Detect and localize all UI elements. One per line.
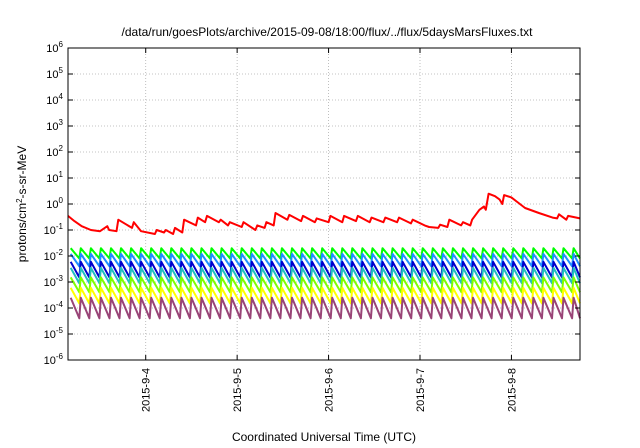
y-tick-label: 101 xyxy=(46,170,63,185)
y-tick-label: 104 xyxy=(46,92,63,107)
y-axis-label-sup: 2 xyxy=(15,198,24,203)
x-tick-label: 2015-9-8 xyxy=(506,368,518,412)
flux-series-6 xyxy=(69,286,581,305)
flux-series-1 xyxy=(69,247,581,260)
x-axis: 2015-9-4 2015-9-5 2015-9-6 2015-9-7 2015-9-8 xyxy=(141,48,518,412)
y-axis-label-base: protons/cm xyxy=(15,203,29,262)
y-tick-label: 10-5 xyxy=(44,326,64,341)
chart-title: /data/run/goesPlots/archive/2015-09-08/1… xyxy=(122,25,534,39)
flux-series-4 xyxy=(69,266,581,285)
data-series xyxy=(67,192,581,320)
y-tick-label: 102 xyxy=(46,144,63,159)
y-tick-label: 10-4 xyxy=(44,300,64,315)
flux-series-3 xyxy=(69,260,581,279)
x-tick-label: 2015-9-6 xyxy=(324,368,336,412)
flux-series-7 xyxy=(69,296,581,320)
y-tick-label: 10-1 xyxy=(44,222,64,237)
y-axis: 10-6 10-5 10-4 10-3 10-2 10-1 100 101 102 103 104 1… xyxy=(44,40,580,367)
x-axis-label: Coordinated Universal Time (UTC) xyxy=(232,430,416,444)
y-tick-label: 105 xyxy=(46,66,63,81)
flux-series-2 xyxy=(69,252,581,268)
x-tick-label: 2015-9-4 xyxy=(141,368,153,412)
y-tick-label: 106 xyxy=(46,40,63,55)
y-tick-label: 10-3 xyxy=(44,274,64,289)
y-axis-label-rest: -s-sr-MeV xyxy=(15,146,29,199)
flux-series-5 xyxy=(69,276,581,294)
y-tick-label: 10-2 xyxy=(44,248,64,263)
y-tick-label: 10-6 xyxy=(44,352,64,367)
x-tick-label: 2015-9-5 xyxy=(232,368,244,412)
red-flux-series xyxy=(67,192,581,235)
y-axis-label: protons/cm2-s-sr-MeV xyxy=(15,146,30,262)
x-tick-label: 2015-9-7 xyxy=(415,368,427,412)
y-tick-label: 103 xyxy=(46,118,63,133)
y-tick-label: 100 xyxy=(46,196,63,211)
